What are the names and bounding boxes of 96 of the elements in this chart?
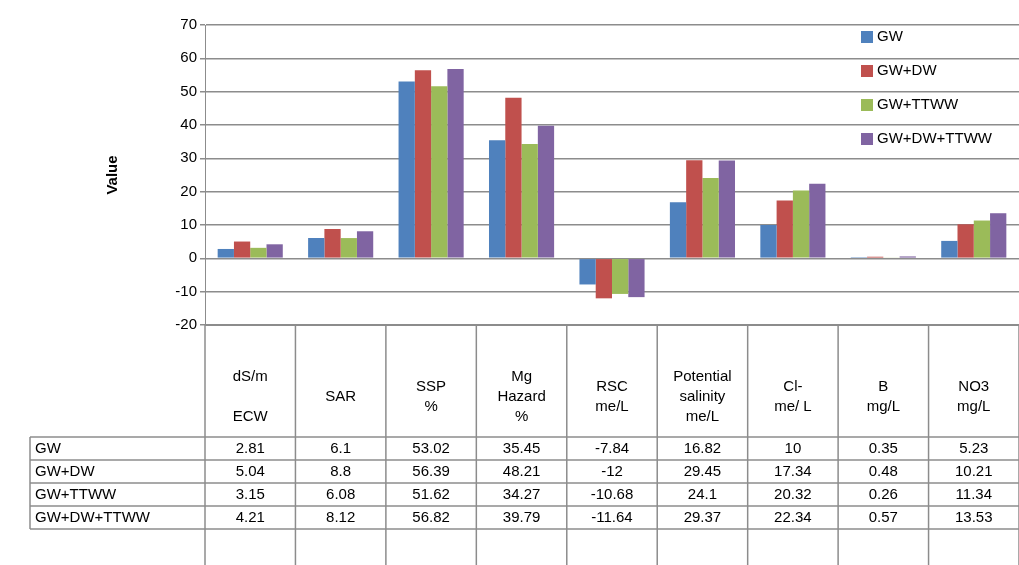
- bar: [973, 220, 991, 258]
- data-label: 0.35: [868, 438, 898, 456]
- y-tick-label: 10: [180, 215, 197, 233]
- data-label: 10: [784, 438, 802, 456]
- data-label: 3.15: [235, 484, 265, 502]
- x-tick-label: Mg Hazard %: [497, 367, 546, 425]
- data-label: 5.23: [959, 438, 989, 456]
- bar: [398, 81, 415, 258]
- data-label: 56.82: [412, 507, 450, 525]
- x-tick-label: Potential salinity me/L: [673, 367, 732, 425]
- data-label: 6.1: [330, 438, 352, 456]
- text: GW+DW+TTWW: [35, 507, 150, 525]
- data-label: -11.64: [591, 507, 633, 525]
- data-label: 10.21: [955, 461, 993, 479]
- bar: [356, 231, 374, 258]
- legend-label: GW: [877, 27, 904, 45]
- y-tick-label: 60: [180, 48, 197, 66]
- data-label: 16.82: [683, 438, 722, 456]
- x-tick-label: Cl- me/ L: [774, 377, 812, 415]
- bar: [957, 224, 974, 258]
- bar: [340, 238, 357, 258]
- data-label: 11.34: [955, 484, 992, 502]
- data-label: 17.34: [774, 461, 812, 479]
- bar: [941, 240, 958, 258]
- x-tick-label: SSP %: [416, 377, 447, 415]
- bar: [505, 97, 522, 258]
- bar: [431, 86, 448, 258]
- data-label: 8.12: [326, 507, 356, 525]
- bar: [521, 144, 538, 258]
- bar: [612, 259, 629, 294]
- bar: [776, 200, 793, 258]
- data-label: 8.8: [330, 461, 352, 479]
- bar: [579, 259, 596, 285]
- data-label: 56.39: [412, 461, 450, 479]
- bar: [489, 140, 506, 258]
- bar: [233, 241, 251, 258]
- x-tick-label: B mg/L: [866, 377, 901, 415]
- y-tick-label: 50: [180, 81, 197, 99]
- y-tick-label: 70: [180, 15, 197, 33]
- data-label: 13.53: [955, 507, 993, 525]
- y-axis-title: Value: [103, 155, 121, 195]
- data-label: 0.26: [868, 484, 898, 502]
- data-label: 2.81: [235, 438, 265, 456]
- bar: [809, 183, 826, 258]
- bar: [447, 68, 464, 258]
- bar: [990, 213, 1007, 258]
- y-tick-label: -20: [175, 315, 197, 333]
- data-label: 4.21: [235, 507, 265, 525]
- data-label: 0.48: [868, 461, 898, 479]
- x-tick-label: NO3 mg/L: [957, 377, 991, 415]
- y-tick-label: -10: [175, 281, 197, 299]
- data-label: 29.37: [683, 507, 722, 525]
- data-label: 24.1: [687, 484, 718, 502]
- y-tick-label: 40: [180, 115, 197, 133]
- data-label: -7.84: [594, 438, 630, 456]
- data-label: 22.34: [774, 507, 812, 525]
- bar: [686, 160, 703, 258]
- bar: [324, 229, 341, 258]
- data-label: 39.79: [502, 507, 541, 525]
- data-label: 35.45: [502, 438, 541, 456]
- data-label: 20.32: [774, 484, 812, 502]
- data-label: 53.02: [412, 438, 450, 456]
- y-tick-label: 0: [188, 248, 197, 266]
- legend-label: GW+DW+TTWW: [877, 129, 993, 147]
- data-label: 34.27: [502, 484, 541, 502]
- text: GW+TTWW: [35, 484, 117, 502]
- data-label: 5.04: [235, 461, 265, 479]
- bar: [217, 248, 234, 258]
- data-label: 29.45: [683, 461, 722, 479]
- data-label: 0.57: [868, 507, 898, 525]
- bar: [595, 259, 612, 299]
- data-label: -10.68: [590, 484, 634, 502]
- category-label: dS/m ECW: [232, 367, 268, 425]
- data-label: 51.62: [412, 484, 450, 502]
- bar: [414, 70, 432, 258]
- bar: [760, 225, 777, 258]
- bar: [702, 178, 719, 258]
- bar: [628, 259, 645, 298]
- bar: [537, 125, 555, 258]
- data-label: 6.08: [326, 484, 356, 502]
- data-label: 48.21: [502, 461, 541, 479]
- y-tick-label: 30: [180, 148, 197, 166]
- text: GW+DW: [35, 461, 95, 479]
- bar: [669, 202, 687, 258]
- bar: [792, 190, 810, 258]
- legend-label: GW+TTWW: [877, 95, 960, 113]
- data-label: -12: [601, 461, 623, 479]
- legend-label: GW+DW: [877, 61, 938, 79]
- x-tick-label: SAR: [325, 387, 357, 405]
- y-tick-label: 20: [180, 181, 197, 199]
- x-tick-label: RSC me/L: [595, 377, 629, 415]
- bar: [718, 160, 735, 258]
- bar: [308, 238, 325, 258]
- bar: [266, 244, 283, 258]
- bar: [250, 247, 267, 258]
- text: GW: [35, 438, 61, 456]
